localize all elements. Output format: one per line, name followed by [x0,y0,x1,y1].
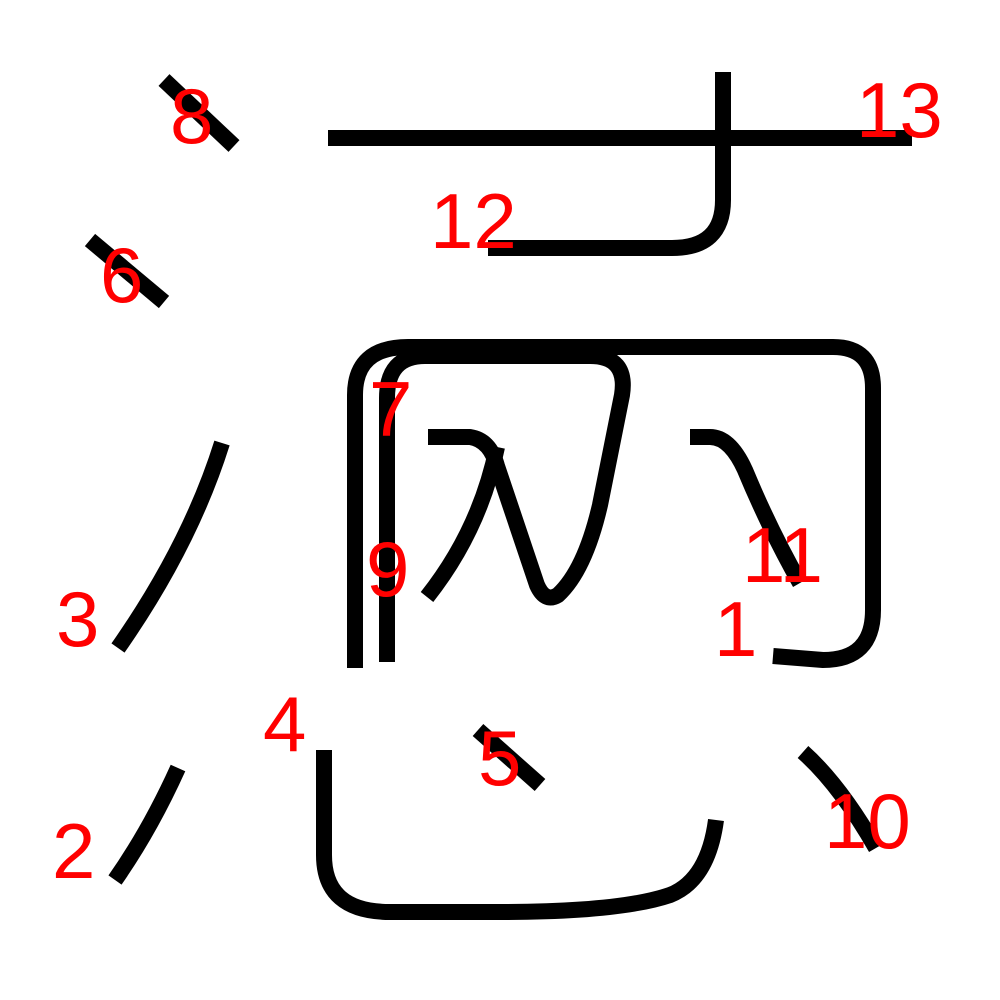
stroke-label-2: 2 [52,807,95,895]
stroke-9 [420,445,505,602]
stroke-label-13: 13 [856,66,943,154]
stroke-3 [111,440,230,653]
stroke-4 [316,750,724,920]
stroke-1 [347,339,881,668]
stroke-labels: 1 2 3 4 5 6 7 8 9 10 11 12 13 [52,66,943,895]
stroke-label-4: 4 [263,680,306,768]
stroke-11 [690,429,807,587]
stroke-label-1: 1 [714,585,757,673]
stroke-2 [108,764,186,885]
stroke-6 [84,233,170,309]
stroke-10 [797,746,883,852]
stroke-label-9: 9 [366,525,409,613]
stroke-5 [472,724,546,791]
stroke-label-7: 7 [369,365,412,453]
stroke-paths [84,72,912,920]
stroke-12 [488,72,731,256]
stroke-8 [158,74,240,152]
stroke-label-3: 3 [56,575,99,663]
stroke-label-5: 5 [478,714,521,802]
stroke-label-8: 8 [170,72,213,160]
stroke-label-12: 12 [430,177,517,265]
stroke-7 [379,348,631,662]
stroke-label-6: 6 [100,231,143,319]
stroke-label-11: 11 [742,511,823,599]
stroke-label-10: 10 [824,777,911,865]
